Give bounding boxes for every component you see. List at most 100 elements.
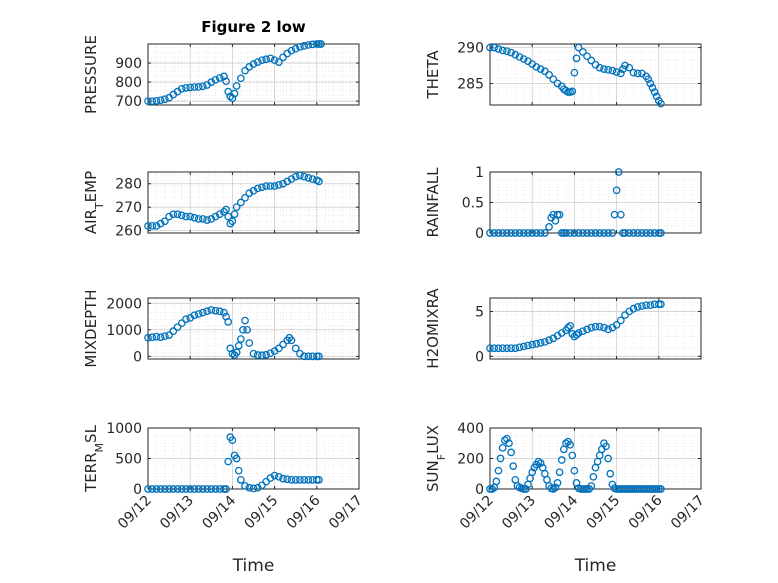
data-point [279,474,287,483]
data-point [253,184,262,193]
data-point [220,308,228,317]
data-point [578,327,587,336]
data-point [532,63,541,71]
data-point [555,468,564,477]
data-point [519,229,528,237]
data-point [161,217,169,226]
data-point [148,222,157,230]
data-point [519,342,528,351]
data-point [234,466,243,475]
data-point [604,229,613,237]
y-tick-label: 280 [115,177,142,193]
data-point [144,333,152,342]
data-point [642,301,650,310]
data-point [587,56,596,65]
data-point [232,348,241,357]
data-point [606,469,615,478]
data-point [291,44,300,53]
data-point [207,306,216,314]
data-point [490,344,499,353]
data-point [300,475,308,484]
data-point [211,212,220,221]
data-point [228,217,237,226]
data-point [249,60,258,68]
data-point [642,229,650,237]
data-point [524,341,532,350]
data-point [566,321,575,330]
data-point [555,210,564,219]
y-tick-label: 0 [133,349,142,365]
data-point [528,468,537,477]
data-point [595,63,604,72]
data-point [583,52,591,61]
data-point [203,216,211,224]
data-point [300,42,308,50]
data-point [274,472,283,481]
data-point [270,471,279,480]
data-point [304,475,313,484]
data-point [591,229,600,237]
data-point [232,454,241,463]
data-point [266,54,275,63]
data-point [583,325,591,334]
data-point [591,322,600,331]
data-point [203,485,211,493]
axes-background [490,44,701,105]
data-point [545,71,553,79]
data-point [236,475,245,484]
y-tick-label: 2000 [106,296,142,312]
data-point [317,40,325,48]
y-tick-label: 700 [115,94,142,110]
data-point [629,229,638,237]
data-point [587,482,596,490]
data-point [532,339,541,348]
data-point [215,74,224,82]
data-point [203,307,211,316]
data-point [190,311,199,320]
data-point [616,316,625,325]
data-point [262,55,271,64]
data-point [600,323,608,332]
data-point [165,485,173,493]
y-tick-label: 0 [475,482,484,498]
data-point [638,302,646,310]
data-point [283,475,292,484]
y-tick-label: 800 [115,75,142,91]
data-point [224,212,233,221]
data-point [574,329,583,337]
y-tick-label: 1000 [106,323,142,339]
data-point [190,83,199,91]
data-point [494,45,503,53]
data-point [604,65,613,74]
data-point [241,482,249,490]
data-point [262,350,271,359]
data-point [182,83,190,92]
data-point [532,229,541,237]
data-point [646,301,655,310]
data-point [152,222,161,230]
data-point [156,219,165,228]
data-point [646,229,655,237]
data-point [578,229,587,237]
data-point [173,323,182,332]
data-point [304,41,313,49]
data-point [194,310,203,318]
data-point [228,436,237,445]
data-point [173,485,182,493]
data-point [230,89,239,98]
data-point [182,212,190,221]
data-point [173,210,182,219]
data-point [557,456,566,464]
data-point [633,229,642,237]
data-point [177,211,186,220]
y-tick-label: 1000 [106,421,142,437]
data-point [657,300,665,309]
data-point [572,54,581,63]
data-point [161,332,169,341]
data-point [161,485,169,493]
data-point [186,485,195,493]
data-point [222,205,230,214]
data-point [507,344,515,353]
data-point [633,303,642,311]
y-tick-label: 290 [457,41,484,57]
